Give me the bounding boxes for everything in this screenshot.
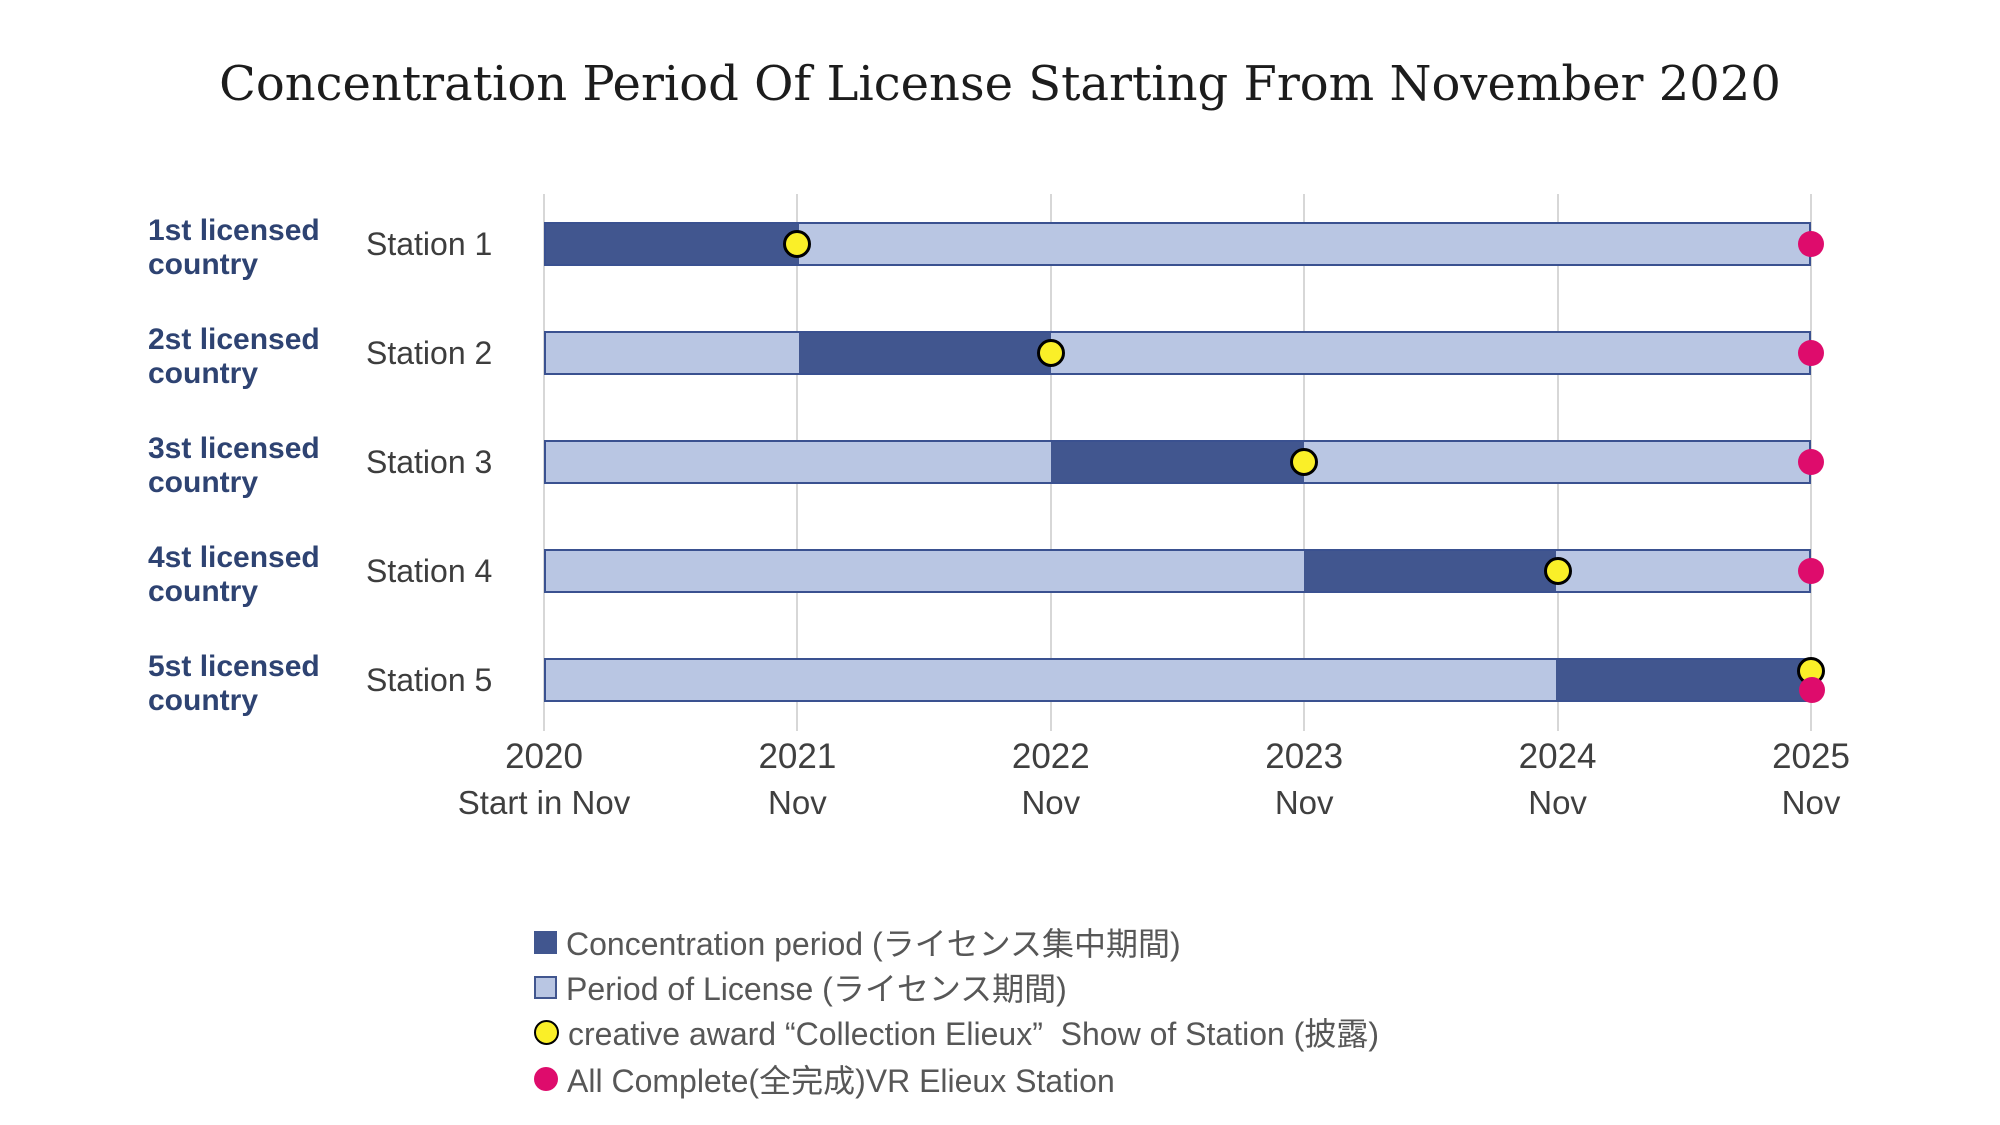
axis-year-label: 2023 xyxy=(1265,737,1344,776)
row-group-label-line2: country xyxy=(148,575,259,608)
legend-item-label: Concentration period (ライセンス集中期間) xyxy=(566,926,1181,962)
creative-award-marker xyxy=(1290,448,1319,476)
license-bar xyxy=(544,549,1811,593)
concentration-segment xyxy=(798,333,1052,373)
creative-award-marker xyxy=(1036,339,1065,367)
legend-item-square-light: Period of License (ライセンス期間) xyxy=(534,965,1067,1009)
row-group-label-line2: country xyxy=(148,357,259,390)
legend-item-square-dark: Concentration period (ライセンス集中期間) xyxy=(534,920,1181,964)
license-segment xyxy=(1303,442,1809,482)
license-bar xyxy=(544,440,1811,484)
all-complete-marker xyxy=(1798,558,1824,584)
row-group-label-line2: country xyxy=(148,684,259,717)
axis-month-label: Nov xyxy=(1021,784,1081,821)
row-station-label: Station 1 xyxy=(366,226,493,262)
concentration-segment xyxy=(1303,551,1557,591)
row-group-label-line1: 2st licensed xyxy=(148,323,320,356)
axis-month-label: Nov xyxy=(1274,784,1334,821)
square-light-icon xyxy=(534,975,557,999)
concentration-segment xyxy=(1556,660,1809,700)
row-group-label-line1: 3st licensed xyxy=(148,432,320,465)
row-group-label: 5st licensed country xyxy=(148,650,320,718)
license-segment xyxy=(1051,333,1809,373)
axis-year-label: 2022 xyxy=(1011,737,1090,776)
row-station-label: Station 5 xyxy=(366,662,493,698)
creative-award-marker xyxy=(783,230,812,258)
row-station-label: Station 3 xyxy=(366,444,493,480)
license-segment xyxy=(546,660,1557,700)
license-segment xyxy=(798,224,1809,264)
axis-year-label: 2025 xyxy=(1772,737,1850,776)
axis-year-label: 2024 xyxy=(1518,737,1597,776)
license-segment xyxy=(1556,551,1809,591)
row-group-label: 1st licensed country xyxy=(148,214,320,282)
license-bar xyxy=(544,331,1811,375)
license-segment xyxy=(546,442,1052,482)
all-complete-marker xyxy=(1798,231,1824,257)
axis-month-label: Nov xyxy=(1528,784,1587,821)
concentration-segment xyxy=(546,224,799,264)
square-dark-icon xyxy=(534,930,557,954)
row-group-label-line2: country xyxy=(148,248,259,281)
circle-yellow-icon xyxy=(534,1019,559,1045)
row-group-label-line2: country xyxy=(148,466,259,499)
row-station-label: Station 4 xyxy=(366,553,493,589)
axis-year-label: 2021 xyxy=(758,737,837,776)
row-group-label: 2st licensed country xyxy=(148,323,320,391)
legend-item-circle-yellow: creative award “Collection Elieux” Show … xyxy=(534,1010,1379,1054)
legend-item-circle-pink: All Complete(全完成)VR Elieux Station xyxy=(534,1057,1115,1101)
concentration-segment xyxy=(1051,442,1304,482)
axis-month-label: Nov xyxy=(768,784,827,821)
axis-month-label: Nov xyxy=(1781,784,1841,821)
row-group-label-line1: 5st licensed xyxy=(148,650,320,683)
row-station-label: Station 2 xyxy=(366,335,493,371)
row-group-label: 4st licensed country xyxy=(148,541,320,609)
row-group-label-line1: 4st licensed xyxy=(148,541,320,574)
license-segment xyxy=(546,551,1304,591)
legend-item-label: Period of License (ライセンス期間) xyxy=(566,971,1067,1007)
creative-award-marker xyxy=(1543,557,1572,585)
axis-year-label: 2020 xyxy=(505,737,583,776)
circle-pink-icon xyxy=(534,1067,558,1091)
legend-item-label: creative award “Collection Elieux” Show … xyxy=(568,1016,1379,1052)
license-bar xyxy=(544,222,1811,266)
legend-item-label: All Complete(全完成)VR Elieux Station xyxy=(567,1063,1115,1099)
axis-month-label: Start in Nov xyxy=(457,784,631,821)
all-complete-marker xyxy=(1798,340,1824,366)
all-complete-marker xyxy=(1798,449,1824,475)
license-bar xyxy=(544,658,1811,702)
row-group-label-line1: 1st licensed xyxy=(148,214,320,247)
license-segment xyxy=(546,333,799,373)
row-group-label: 3st licensed country xyxy=(148,432,320,500)
all-complete-marker xyxy=(1799,677,1825,703)
chart-title: Concentration Period Of License Starting… xyxy=(219,56,1781,112)
